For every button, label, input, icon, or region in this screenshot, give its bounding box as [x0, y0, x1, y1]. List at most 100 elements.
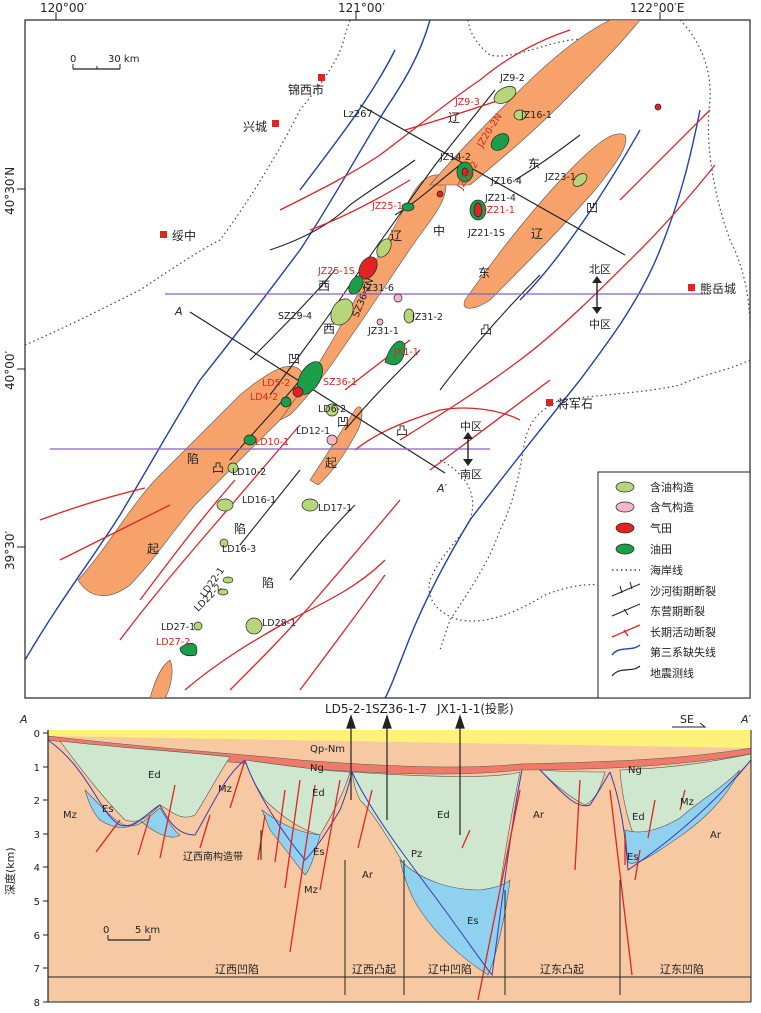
label-structure-belt: 辽西南构造带: [183, 850, 243, 863]
section-line-aa: [189, 311, 446, 474]
legend-oil-field: 油田: [650, 542, 672, 556]
legend-dongying-fault: 东营期断裂: [650, 604, 705, 618]
well-ld16-3: LD16-3: [222, 544, 256, 555]
label-ar-2: Ar: [533, 810, 545, 821]
section-unit-labels: 辽西凹陷 辽西凸起 辽中凹陷 辽东凸起 辽东凹陷: [215, 962, 704, 976]
depth-axis-label: 深度(km): [3, 847, 17, 895]
well-jz9-2: JZ9-2: [499, 73, 525, 84]
west-up-char-4: 起: [147, 542, 159, 556]
direction-arrow: [672, 722, 707, 728]
black-faults: [229, 89, 581, 581]
section-end-a2: A′: [740, 713, 752, 726]
zone-south: 南区: [460, 468, 482, 481]
legend-shahejie-fault: 沙河街期断裂: [650, 584, 716, 598]
cross-section-panel: LD5-2-1 SZ36-1-7 JX1-1-1(投影) A A′ SE: [3, 701, 752, 1009]
ytick-5: 5: [34, 897, 40, 908]
city-xiongyuecheng: 熊岳城: [700, 281, 736, 296]
city-markers: [160, 74, 695, 406]
well-ld10-1: LD10-1: [255, 437, 289, 448]
well-ld5-2: LD5-2: [262, 378, 290, 389]
map-scale-bar: 0 30 km: [70, 54, 139, 70]
ytick-1: 1: [34, 763, 40, 774]
well-jz14-2: JZ14-2: [439, 152, 471, 163]
east-up-char-4: 凸: [396, 424, 408, 438]
ytick-3: 3: [34, 830, 40, 841]
label-ng-2: Ng: [628, 765, 642, 776]
east-up-char-5: 起: [325, 456, 337, 470]
well-jz25-1s: JZ25-1S: [317, 266, 355, 277]
lon-label-3: 122°00′E: [630, 1, 684, 15]
label-qp-nm: Qp-Nm: [310, 744, 345, 755]
map-scale-value: 30 km: [108, 54, 139, 65]
west-up-char-3: 凸: [212, 461, 224, 475]
lat-label-1: 40°30′N: [3, 167, 17, 215]
central-char-2: 中: [433, 223, 445, 238]
section-scale-value: 5 km: [135, 925, 160, 936]
label-ed-2: Ed: [312, 788, 325, 799]
section-well-1: LD5-2-1: [325, 702, 373, 716]
label-mz-3: Mz: [304, 885, 318, 896]
well-ld12-1: LD12-1: [296, 426, 330, 437]
east-dep-char-1: 辽: [448, 111, 460, 125]
well-ld10-2: LD10-2: [232, 467, 266, 478]
lat-label-3: 39°30′: [3, 530, 17, 570]
ytick-2: 2: [34, 796, 40, 807]
west-dep-char-4: 凹: [288, 352, 300, 366]
well-jz31-1: JZ31-1: [367, 326, 399, 337]
unit-west-dep: 辽西凹陷: [215, 962, 259, 976]
well-ld17-1: LD17-1: [318, 503, 352, 514]
label-ed-3: Ed: [437, 810, 450, 821]
tertiary-missing-line: [25, 20, 701, 698]
unit-central-dep: 辽中凹陷: [428, 962, 472, 976]
label-es-3: Es: [467, 916, 479, 927]
label-es-2: Es: [313, 847, 325, 858]
east-up-char-3: 凸: [480, 323, 492, 337]
east-up-char-2: 东: [478, 266, 490, 280]
basin-labels: 辽 东 凹 中 辽 辽 东 凸 凸 起 西 西 凹 凹 陷 凸 陷 陷 起: [147, 111, 598, 590]
profile-lz267: [359, 104, 626, 256]
lat-label-2: 40°00′: [3, 350, 17, 390]
north-uplift: [429, 20, 641, 186]
coastline: [25, 20, 750, 651]
central-char-3: 凹: [337, 415, 349, 429]
unit-east-uplift: 辽东凸起: [540, 963, 584, 976]
depth-axis: 0 1 2 3 4 5 6 7 8 深度(km): [3, 729, 752, 1009]
lon-label-2: 121°00′: [338, 1, 385, 15]
well-jz31-2: JZ31-2: [411, 312, 443, 323]
label-mz-2: Mz: [218, 784, 232, 795]
ytick-7: 7: [34, 964, 40, 975]
legend-oil-structure: 含油构造: [650, 480, 694, 494]
legend-gas-structure: 含气构造: [650, 500, 694, 514]
map-section-a2: A′: [436, 482, 448, 495]
city-jiangjunshi: 将军石: [557, 397, 593, 411]
ytick-8: 8: [34, 998, 40, 1009]
red-faults: [39, 29, 716, 691]
well-jz16-4: JZ16-4: [490, 176, 522, 187]
well-ld16-1: LD16-1: [242, 495, 276, 506]
layer-labels: Qp-Nm Ng Ng Ed Ed Ed Ed Es Es Es Es Mz M…: [63, 744, 722, 927]
label-ed-1: Ed: [148, 770, 161, 781]
well-ld28-1: LD28-1: [262, 618, 296, 629]
ytick-6: 6: [34, 931, 40, 942]
east-dep-char-3: 凹: [586, 201, 598, 215]
west-dep-char-3: 西: [323, 322, 335, 336]
central-char-5: 陷: [262, 575, 274, 590]
label-mz-1: Mz: [63, 810, 77, 821]
well-jz21-4: JZ21-4: [484, 193, 516, 204]
legend-tertiary-missing: 第三系缺失线: [650, 645, 716, 659]
zone-north: 北区: [589, 263, 611, 276]
well-jz21-1: JZ21-1: [483, 205, 515, 216]
label-es-1: Es: [102, 804, 114, 815]
sea-layer: [48, 730, 751, 748]
profile-lz267-label: Lz267: [343, 109, 373, 120]
zone-middle-2: 中区: [460, 420, 482, 433]
unit-east-dep: 辽东凹陷: [660, 962, 704, 976]
well-jz21-1s: JZ21-1S: [467, 228, 505, 239]
city-suizhong: 绥中: [172, 228, 196, 243]
well-ld4-2: LD4-2: [250, 392, 278, 403]
city-jinxi: 锦西市: [288, 82, 324, 97]
section-well-2: SZ36-1-7: [372, 702, 427, 716]
east-up-char-1: 辽: [531, 227, 543, 241]
map-scale-zero: 0: [70, 54, 76, 65]
ytick-4: 4: [34, 863, 40, 874]
